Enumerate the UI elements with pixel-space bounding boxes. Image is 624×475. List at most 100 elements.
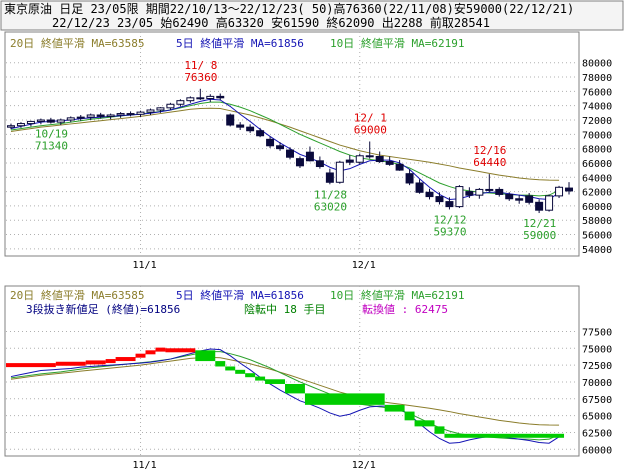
candle-body (276, 145, 285, 150)
candle-body (325, 172, 334, 183)
legend-ma20: 20日 終値平滑 MA=63585 (10, 288, 144, 302)
candle-body (385, 161, 394, 165)
legend-ma10: 10日 終値平滑 MA=62191 (330, 36, 464, 50)
bot-ytick-label: 77500 (582, 327, 612, 338)
candle-body (56, 119, 65, 123)
candle-body (156, 107, 165, 111)
annotation-low-date: 10/19 (35, 128, 68, 141)
annotation-low-value: 59000 (523, 229, 556, 242)
header-ohlc-line: 22/12/23 23/05 始62490 高63320 安61590 終620… (52, 15, 490, 30)
top-ytick-label: 72000 (582, 116, 612, 127)
new-price-bar-up (115, 357, 136, 362)
candle-body (495, 188, 504, 195)
candle-body (395, 163, 404, 171)
candle-body (425, 191, 434, 198)
bot-ytick-label: 60000 (582, 445, 612, 456)
candle-body (405, 173, 414, 184)
candle-body (266, 138, 275, 147)
candle-body (136, 111, 145, 115)
ma5-line (10, 98, 560, 200)
top-ytick-label: 78000 (582, 73, 612, 84)
candle-body (375, 156, 384, 163)
new-price-bar-up (165, 348, 196, 353)
candle-body (66, 117, 75, 121)
candle-body (485, 188, 494, 191)
candle-body (305, 151, 314, 162)
bot-frame (4, 285, 580, 457)
candle-body (226, 114, 235, 126)
bot-ytick-label: 72500 (582, 361, 612, 372)
header-frame (0, 0, 624, 31)
top-ytick-label: 54000 (582, 245, 612, 256)
candle-body (315, 160, 324, 168)
bot-ytick-label: 62500 (582, 428, 612, 439)
new-price-bar-down (245, 373, 256, 378)
new-price-bar-down (255, 376, 266, 381)
bot-ma20-line (10, 356, 560, 426)
new-price-bar-up (105, 359, 116, 364)
bot-ytick-label: 70000 (582, 378, 612, 389)
top-xtick-label: 11/1 (133, 260, 157, 271)
annotation-high-date: 12/16 (473, 144, 506, 157)
top-ytick-label: 76000 (582, 87, 612, 98)
new-price-bar-down (444, 433, 565, 438)
candle-body (345, 159, 354, 163)
candle-body (555, 186, 564, 197)
candlestick-panel: 54000 56000 58000 60000 62000 64000 66000 68000… (4, 31, 612, 271)
top-frame (4, 31, 580, 257)
candle-body (16, 123, 25, 127)
candle-body (126, 113, 135, 116)
candle-body (445, 201, 454, 208)
annotation-high-date: 11/ 8 (184, 59, 217, 72)
bot-ytick-label: 67500 (582, 395, 612, 406)
candle-body (86, 114, 95, 118)
candle-body (475, 188, 484, 196)
top-ytick-label: 68000 (582, 145, 612, 156)
candle-body (46, 119, 55, 123)
new-price-bar-up (55, 361, 86, 366)
reversal-value-text: 転換値 : 62475 (362, 303, 448, 316)
annotation-low-date: 12/21 (523, 217, 556, 230)
candle-body (206, 95, 215, 100)
new-price-bar-down (235, 369, 246, 374)
new-price-bar-up (155, 347, 166, 352)
annotation-low-date: 12/12 (433, 213, 466, 226)
candle-body (186, 97, 195, 102)
candle-body (455, 186, 464, 208)
top-ytick-label: 58000 (582, 216, 612, 227)
bot-ytick-label: 75000 (582, 344, 612, 355)
top-ytick-label: 62000 (582, 188, 612, 199)
candle-body (415, 182, 424, 193)
new-price-bar-up (145, 350, 156, 355)
info-status-text: 陰転中 18 手目 (244, 302, 326, 316)
candle-body (6, 125, 15, 128)
top-ytick-label: 70000 (582, 130, 612, 141)
new-price-bar-down (195, 350, 216, 362)
new-price-panel: 60000 62500 65000 67500 70000 72500 75000 77500… (4, 285, 612, 471)
candle-body (176, 100, 185, 105)
top-xtick-label: 12/1 (352, 260, 376, 271)
ma10-line (10, 101, 560, 197)
annotation-high-value: 64440 (473, 156, 506, 169)
top-ytick-label: 74000 (582, 102, 612, 113)
candle-body (515, 198, 524, 201)
candle-body (435, 196, 444, 203)
top-ytick-label: 56000 (582, 231, 612, 242)
new-price-bar-up (135, 353, 146, 358)
new-price-bar-down (225, 366, 236, 371)
candle-body (505, 193, 514, 200)
candle-body (146, 109, 155, 113)
candle-body (295, 158, 304, 167)
candle-body (565, 187, 574, 192)
legend-ma5: 5日 終値平滑 MA=61856 (176, 36, 304, 50)
top-ytick-label: 60000 (582, 202, 612, 213)
legend-ma10: 10日 終値平滑 MA=62191 (330, 288, 464, 302)
annotation-high-date: 12/ 1 (354, 111, 387, 124)
annotation-low-value: 71340 (35, 140, 68, 153)
candle-body (535, 201, 544, 211)
new-price-bar-down (285, 383, 305, 394)
candle-body (236, 124, 245, 128)
annotation-low-value: 63020 (314, 200, 347, 213)
